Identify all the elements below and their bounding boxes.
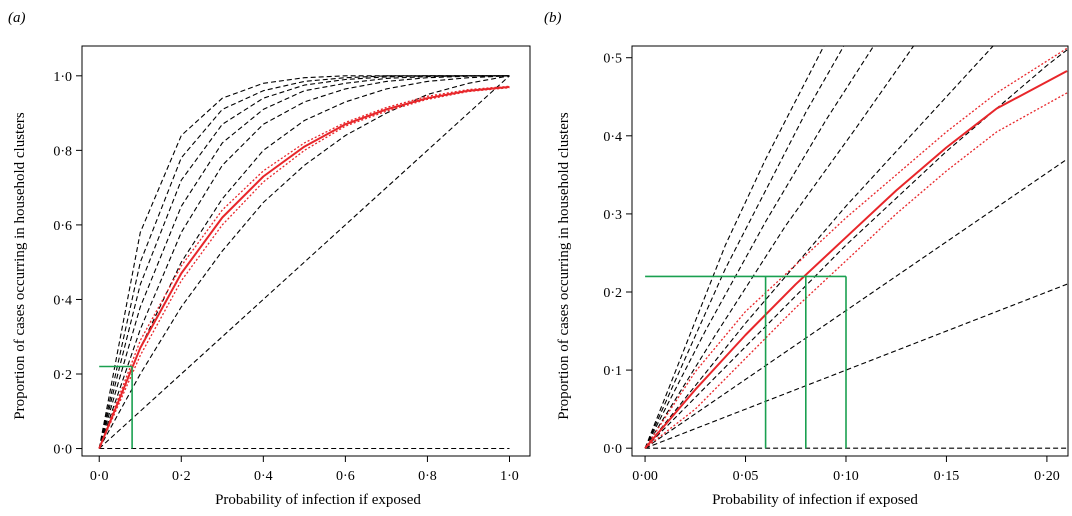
plot-frame: [631, 45, 1069, 457]
chart-a-svg: (a) Probability of infection if exposed …: [8, 10, 531, 508]
y-tick-label: 0·6: [53, 219, 72, 234]
y-tick-label: 0·8: [53, 144, 72, 159]
series-line-dotted-10: [644, 47, 1068, 449]
x-tick-label: 0·2: [172, 469, 191, 484]
x-tick-label: 0·0: [90, 469, 109, 484]
series-line-dashed-2: [98, 75, 510, 449]
series-line-dashed-0: [644, 46, 825, 449]
y-tick-label: 0·0: [53, 443, 72, 458]
y-tick-label: 0·3: [603, 208, 622, 223]
series-group: [98, 75, 510, 450]
panel-b-y-axis-label: Proportion of cases occurring in househo…: [556, 112, 572, 420]
x-tick-label: 1·0: [500, 469, 519, 484]
y-tick-label: 0·1: [603, 364, 622, 379]
series-line-solid-9: [644, 70, 1068, 449]
series-line-dashed-4: [644, 46, 994, 449]
x-tick-label: 0·20: [1034, 469, 1060, 484]
series-line-dotted-10: [98, 85, 510, 449]
panel-a-label: (a): [8, 10, 26, 26]
chart-panel-a: (a) Probability of infection if exposed …: [0, 0, 536, 511]
x-tick-label: 0·15: [934, 469, 960, 484]
x-tick-label: 0·10: [833, 469, 859, 484]
series-line-solid-9: [98, 86, 510, 449]
plot-frame: [81, 45, 531, 457]
panel-b-label: (b): [544, 10, 562, 26]
series-line-dashed-6: [644, 158, 1068, 449]
series-line-dashed-1: [644, 46, 845, 449]
x-tick-label: 0·00: [632, 469, 658, 484]
x-tick-label: 0·8: [418, 469, 437, 484]
series-line-dotted-11: [644, 92, 1068, 449]
series-line-dotted-11: [98, 87, 510, 449]
x-tick-label: 0·05: [733, 469, 759, 484]
y-tick-label: 0·2: [53, 368, 72, 383]
y-tick-label: 0·5: [603, 52, 622, 67]
chart-b-svg: (b) Probability of infection if exposed …: [544, 10, 1069, 508]
series-line-dashed-1: [98, 75, 510, 449]
panel-b-plot-content: 0·00 0·05 0·10 0·15 0·20 0·0 0·1 0·2 0·3 0·4 0·5: [603, 45, 1069, 484]
series-line-dashed-2: [644, 46, 875, 449]
series-line-dashed-6: [98, 75, 510, 449]
y-tick-label: 0·0: [603, 442, 622, 457]
panel-a-y-axis-label: Proportion of cases occurring in househo…: [12, 112, 28, 420]
y-tick-label: 0·4: [53, 293, 72, 308]
series-line-dashed-7: [98, 75, 510, 449]
series-line-dashed-4: [98, 75, 510, 449]
x-tick-label: 0·4: [254, 469, 273, 484]
series-line-dashed-5: [644, 49, 1068, 449]
y-tick-label: 0·2: [603, 286, 622, 301]
panel-a-plot-content: 0·0 0·2 0·4 0·6 0·8 1·0 0·0 0·2 0·4 0·6 0·8 1·0: [53, 45, 531, 484]
series-line-dashed-3: [644, 46, 915, 449]
y-tick-label: 1·0: [53, 70, 72, 85]
x-tick-label: 0·6: [336, 469, 355, 484]
panel-b-x-axis-label: Probability of infection if exposed: [712, 492, 918, 508]
y-tick-label: 0·4: [603, 130, 622, 145]
series-line-dashed-3: [98, 75, 510, 449]
series-line-dashed-7: [644, 283, 1068, 449]
series-group: [644, 46, 1068, 449]
chart-panel-b: (b) Probability of infection if exposed …: [536, 0, 1072, 511]
panel-a-x-axis-label: Probability of infection if exposed: [215, 492, 421, 508]
